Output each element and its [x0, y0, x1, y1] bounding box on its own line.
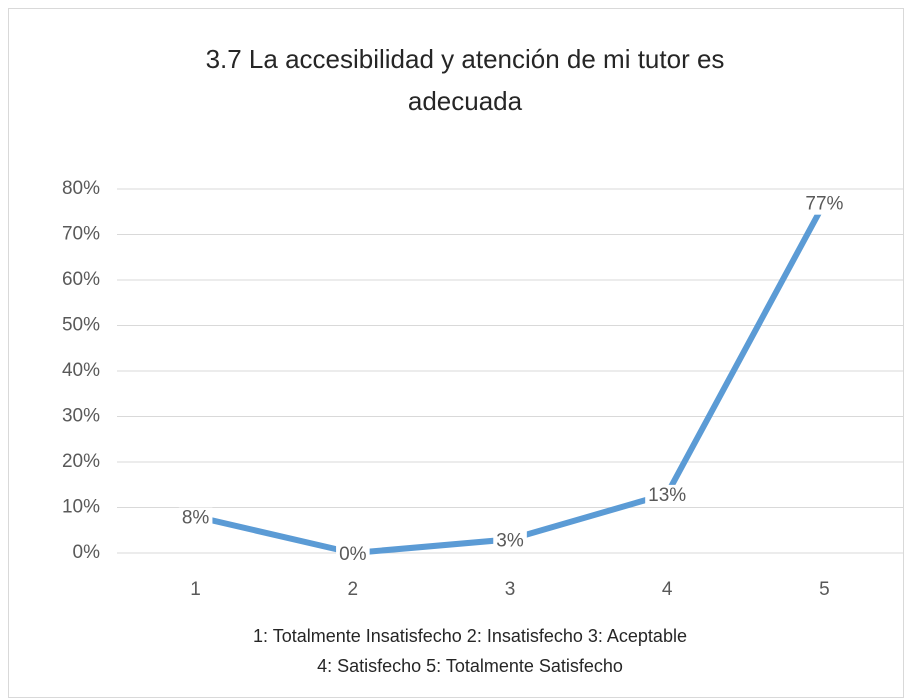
x-tick-label: 5 [819, 579, 830, 600]
y-tick-label: 50% [62, 315, 100, 336]
data-label: 8% [182, 508, 210, 529]
x-tick-label: 1 [190, 579, 201, 600]
data-label-bg [493, 530, 527, 552]
data-label: 3% [496, 530, 524, 551]
x-tick-label: 4 [662, 579, 673, 600]
chart-title: 3.7 La accesibilidad y atención de mi tu… [205, 44, 725, 116]
axis-note: 1: Totalmente Insatisfecho 2: Insatisfec… [253, 626, 687, 646]
data-label-bg [336, 544, 370, 566]
y-tick-label: 10% [62, 497, 100, 518]
data-label: 0% [339, 544, 367, 565]
data-label: 13% [648, 485, 686, 506]
y-tick-label: 30% [62, 406, 100, 427]
data-label-bg [802, 193, 847, 215]
data-label-bg [645, 484, 690, 506]
x-tick-label: 3 [505, 579, 516, 600]
y-tick-label: 0% [73, 542, 101, 563]
data-line [194, 201, 828, 556]
y-tick-label: 20% [62, 451, 100, 472]
x-tick-label: 2 [348, 579, 359, 600]
y-tick-label: 60% [62, 269, 100, 290]
data-label-bg [178, 507, 213, 529]
y-tick-label: 70% [62, 224, 100, 245]
y-tick-label: 40% [62, 360, 100, 381]
axis-note: 4: Satisfecho 5: Totalmente Satisfecho [317, 656, 623, 676]
y-tick-label: 80% [62, 178, 100, 199]
data-label: 77% [805, 194, 843, 215]
